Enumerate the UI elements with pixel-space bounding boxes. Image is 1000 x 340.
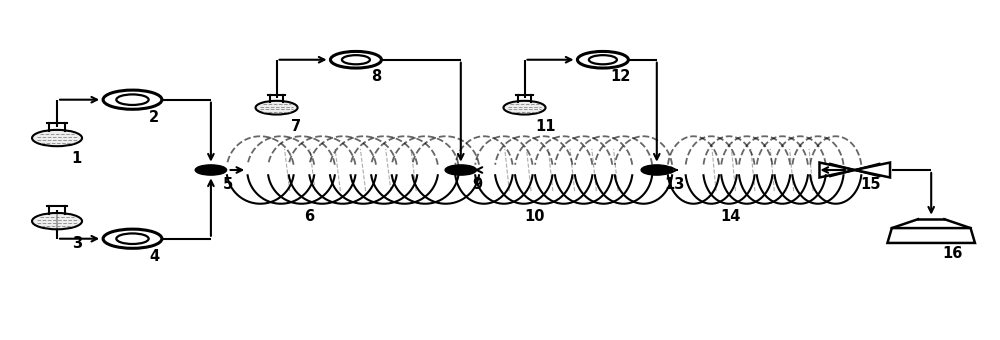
Text: 7: 7 [291, 119, 301, 134]
Text: 3: 3 [72, 236, 82, 251]
Circle shape [445, 165, 476, 175]
Circle shape [32, 130, 82, 146]
Circle shape [195, 165, 227, 175]
Text: 8: 8 [371, 69, 382, 84]
Text: 5: 5 [222, 177, 233, 192]
Text: 12: 12 [610, 69, 631, 84]
Text: 13: 13 [664, 177, 685, 192]
Text: 6: 6 [304, 209, 314, 224]
Circle shape [503, 101, 546, 115]
Text: 1: 1 [72, 151, 82, 166]
Text: 11: 11 [535, 119, 555, 134]
Text: 4: 4 [149, 250, 159, 265]
Text: 16: 16 [943, 245, 963, 260]
Text: 9: 9 [472, 177, 483, 192]
Text: 14: 14 [720, 209, 740, 224]
Circle shape [32, 213, 82, 229]
Circle shape [641, 165, 672, 175]
Text: 10: 10 [524, 209, 545, 224]
Text: 15: 15 [860, 177, 881, 192]
Text: 2: 2 [149, 110, 159, 125]
Circle shape [256, 101, 298, 115]
